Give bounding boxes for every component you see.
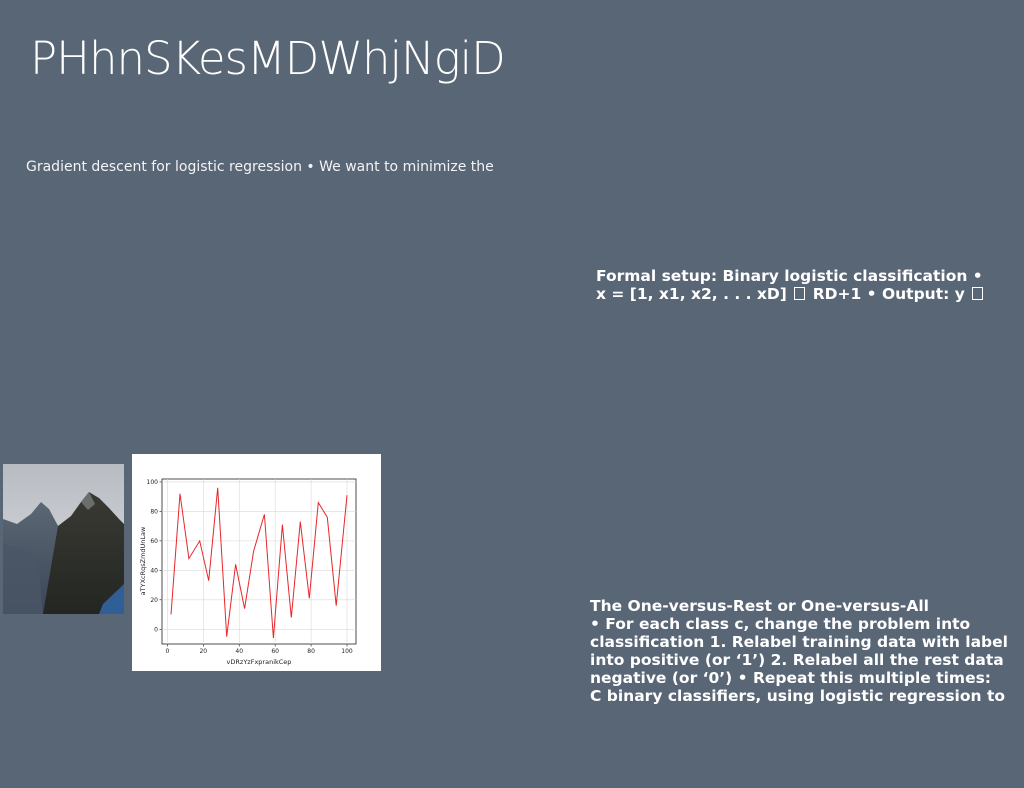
x-tick-label: 60 — [271, 648, 279, 655]
line-chart-card: 0 20 40 60 80 100 0 20 40 60 80 100 vDRzYzFxpranikC… — [132, 454, 381, 671]
y-tick-label: 0 — [154, 626, 158, 633]
y-tick-label: 40 — [150, 567, 158, 574]
ovr-line-3: classification 1. Relabel training data … — [590, 633, 1008, 651]
x-tick-label: 20 — [199, 648, 207, 655]
slide-subtitle: Gradient descent for logistic regression… — [26, 159, 494, 175]
y-tick-label: 100 — [147, 479, 159, 486]
ovr-line-4: into positive (or ‘1’) 2. Relabel all th… — [590, 651, 1008, 669]
y-tick-label: 80 — [150, 508, 158, 515]
x-tick-label: 40 — [235, 648, 243, 655]
ovr-line-1: The One-versus-Rest or One-versus-All — [590, 597, 1008, 615]
line-chart: 0 20 40 60 80 100 0 20 40 60 80 100 vDRzYzFxpranikC… — [132, 454, 381, 671]
formal-setup-line-1: Formal setup: Binary logistic classifica… — [596, 267, 985, 285]
ovr-line-5: negative (or ‘0’) • Repeat this multiple… — [590, 669, 1008, 687]
formal-setup-line-2: x = [1, x1, x2, . . . xD] RD+1 • Output:… — [596, 285, 985, 303]
ovr-line-2: • For each class c, change the problem i… — [590, 615, 1008, 633]
missing-glyph-icon — [794, 287, 805, 300]
plot-area — [162, 479, 356, 644]
x-axis-label: vDRzYzFxpranikCep — [227, 658, 292, 666]
formal-setup-line-2b: RD+1 • Output: y — [813, 285, 965, 303]
ovr-line-6: C binary classifiers, using logistic reg… — [590, 687, 1008, 705]
missing-glyph-icon — [972, 287, 983, 300]
x-tick-label: 80 — [307, 648, 315, 655]
x-tick-label: 100 — [341, 648, 353, 655]
mountain-photo — [3, 464, 124, 614]
formal-setup-line-2a: x = [1, x1, x2, . . . xD] — [596, 285, 787, 303]
formal-setup-text: Formal setup: Binary logistic classifica… — [596, 267, 985, 303]
y-axis-label: aTYXcRqsZmdUnLaw — [139, 526, 147, 595]
mountain-image — [3, 464, 124, 614]
x-tick-label: 0 — [165, 648, 169, 655]
slide-title: PHhnSKesMDWhjNgiD — [30, 32, 505, 85]
one-vs-rest-text: The One-versus-Rest or One-versus-All • … — [590, 597, 1008, 705]
y-tick-label: 20 — [150, 597, 158, 604]
y-tick-label: 60 — [150, 538, 158, 545]
